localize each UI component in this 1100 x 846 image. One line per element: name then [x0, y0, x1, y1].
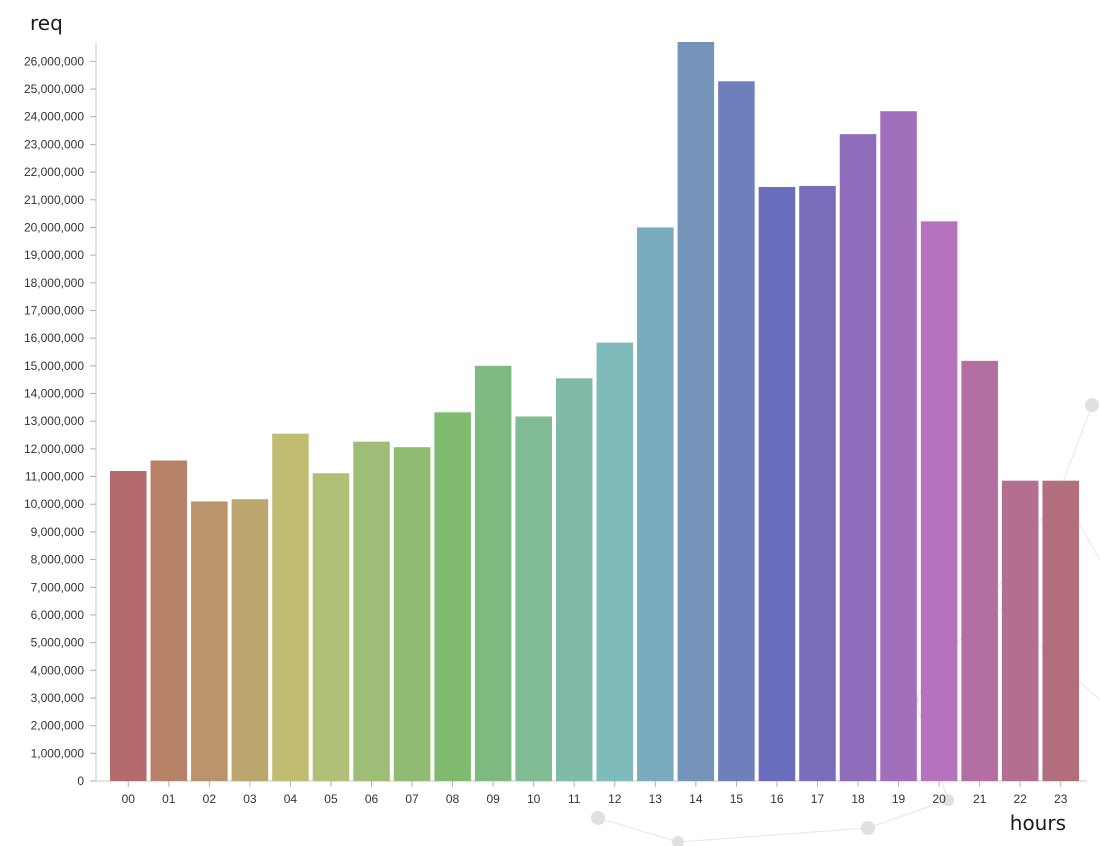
- x-axis: 00 01 02 03 04 05 06 07 08 09 10 11 12 13 14 15 16 17 18 19…: [96, 780, 1087, 806]
- x-tick-label: 05: [324, 792, 338, 806]
- x-tick-label: 23: [1054, 792, 1068, 806]
- y-tick-label: 19,000,000: [24, 248, 84, 262]
- y-tick-label: 0: [77, 774, 84, 788]
- bar-05: [312, 473, 350, 781]
- bar-16: [758, 187, 796, 781]
- bar-21: [961, 360, 998, 781]
- bar-20: [920, 221, 958, 782]
- x-tick-label: 19: [892, 792, 906, 806]
- bar-18: [839, 134, 877, 781]
- y-tick-label: 20,000,000: [24, 220, 84, 234]
- y-tick-label: 5,000,000: [31, 636, 85, 650]
- bar-06: [353, 441, 390, 781]
- y-tick-label: 3,000,000: [31, 691, 85, 705]
- y-tick-label: 15,000,000: [24, 359, 84, 373]
- bar-13: [637, 227, 674, 781]
- x-tick-label: 10: [527, 792, 541, 806]
- y-tick-label: 11,000,000: [25, 470, 84, 484]
- bar-10: [515, 416, 552, 781]
- y-tick-label: 14,000,000: [24, 387, 84, 401]
- x-tick-label: 04: [284, 792, 298, 806]
- background-network-decoration: [591, 398, 1100, 846]
- y-tick-label: 17,000,000: [24, 303, 84, 317]
- bar-01: [150, 460, 188, 781]
- y-tick-label: 24,000,000: [24, 110, 84, 124]
- x-tick-label: 15: [730, 792, 744, 806]
- y-tick-label: 2,000,000: [31, 719, 85, 733]
- x-tick-label: 22: [1014, 792, 1028, 806]
- x-tick-label: 08: [446, 792, 460, 806]
- bar-03: [231, 499, 269, 781]
- x-tick-label: 03: [243, 792, 257, 806]
- y-tick-label: 13,000,000: [24, 414, 84, 428]
- x-tick-label: 07: [405, 792, 419, 806]
- bar-19: [880, 111, 917, 781]
- y-tick-label: 1,000,000: [31, 746, 85, 760]
- x-tick-label: 02: [203, 792, 217, 806]
- bars: [110, 42, 1079, 782]
- x-tick-label: 21: [973, 792, 987, 806]
- y-tick-label: 25,000,000: [24, 82, 84, 96]
- x-tick-label: 16: [770, 792, 784, 806]
- x-tick-label: 14: [689, 792, 703, 806]
- bar-17: [799, 185, 836, 781]
- y-tick-label: 10,000,000: [24, 497, 84, 511]
- bar-09: [474, 365, 512, 781]
- y-tick-label: 21,000,000: [24, 193, 84, 207]
- x-tick-label: 06: [365, 792, 379, 806]
- y-tick-label: 7,000,000: [31, 580, 85, 594]
- y-tick-label: 26,000,000: [24, 54, 84, 68]
- x-tick-label: 11: [568, 792, 581, 806]
- x-axis-title: hours: [1010, 811, 1066, 835]
- x-tick-label: 17: [811, 792, 825, 806]
- y-tick-label: 6,000,000: [31, 608, 85, 622]
- x-tick-label: 00: [122, 792, 136, 806]
- bar-15: [718, 81, 755, 782]
- bar-11: [555, 378, 593, 781]
- bar-22: [1001, 480, 1039, 781]
- bar-02: [191, 501, 228, 781]
- x-tick-label: 13: [649, 792, 663, 806]
- bar-04: [272, 433, 309, 781]
- x-tick-label: 18: [851, 792, 865, 806]
- y-tick-label: 4,000,000: [31, 663, 85, 677]
- y-tick-label: 9,000,000: [31, 525, 85, 539]
- y-tick-label: 12,000,000: [24, 442, 84, 456]
- bar-14: [677, 42, 715, 781]
- x-tick-label: 01: [162, 792, 176, 806]
- x-tick-label: 12: [608, 792, 622, 806]
- y-tick-label: 22,000,000: [24, 165, 84, 179]
- y-axis: 0 1,000,000 2,000,000 3,000,000 4,000,000 5,0…: [24, 42, 97, 788]
- y-tick-label: 23,000,000: [24, 137, 84, 151]
- bar-00: [110, 471, 147, 781]
- y-axis-title: req: [30, 11, 63, 35]
- y-tick-label: 18,000,000: [24, 276, 84, 290]
- bar-23: [1042, 480, 1079, 781]
- y-tick-label: 8,000,000: [31, 553, 85, 567]
- y-tick-label: 16,000,000: [24, 331, 84, 345]
- bar-12: [596, 342, 634, 781]
- bar-08: [434, 412, 471, 781]
- x-tick-label: 20: [932, 792, 946, 806]
- bar-07: [393, 447, 431, 781]
- x-tick-label: 09: [486, 792, 500, 806]
